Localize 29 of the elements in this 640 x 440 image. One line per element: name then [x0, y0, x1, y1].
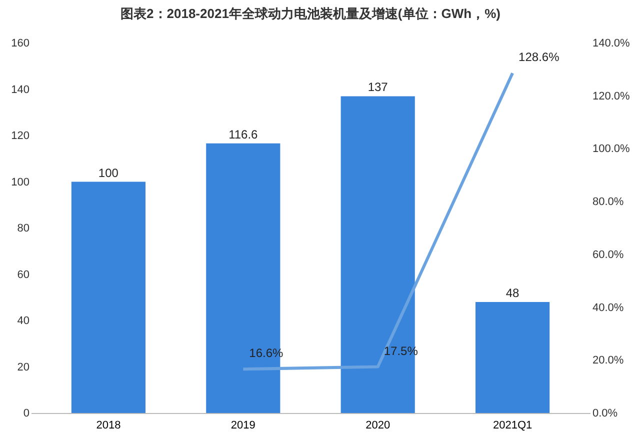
data-label: 137 — [368, 80, 388, 94]
y2-tick-label: 120.0% — [592, 90, 630, 102]
data-label: 116.6 — [228, 127, 258, 142]
y2-tick-label: 0.0% — [592, 408, 618, 420]
x-tick-label: 2018 — [96, 420, 121, 432]
y2-tick-label: 20.0% — [592, 354, 624, 367]
y2-tick-label: 80.0% — [592, 196, 624, 208]
y-tick-label: 60 — [17, 268, 30, 281]
chart-title: 图表2：2018-2021年全球动力电池装机量及增速(单位：GWh，%) — [120, 6, 500, 21]
y-tick-label: 160 — [11, 38, 30, 50]
y-tick-label: 80 — [17, 222, 30, 234]
data-label: 128.6% — [518, 50, 560, 64]
y-tick-label: 0 — [23, 408, 30, 420]
bar — [476, 302, 550, 413]
y-tick-label: 100 — [11, 176, 30, 188]
y-tick-label: 40 — [17, 315, 30, 327]
y2-tick-label: 60.0% — [592, 248, 624, 261]
x-tick-label: 2021Q1 — [492, 420, 532, 432]
y2-tick-label: 140.0% — [592, 38, 630, 50]
y-tick-label: 140 — [11, 84, 30, 96]
y-tick-label: 20 — [17, 361, 30, 374]
x-tick-label: 2020 — [366, 420, 390, 432]
y2-tick-label: 40.0% — [592, 302, 624, 314]
data-label: 100 — [98, 166, 119, 180]
x-tick-label: 2019 — [230, 420, 256, 432]
y-tick-label: 120 — [11, 130, 30, 142]
y2-tick-label: 100.0% — [592, 143, 630, 156]
bar — [71, 182, 146, 413]
data-label: 48 — [506, 286, 520, 300]
